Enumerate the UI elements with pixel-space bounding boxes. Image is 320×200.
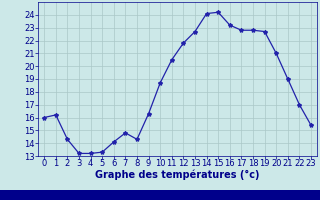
X-axis label: Graphe des températures (°c): Graphe des températures (°c) <box>95 170 260 180</box>
